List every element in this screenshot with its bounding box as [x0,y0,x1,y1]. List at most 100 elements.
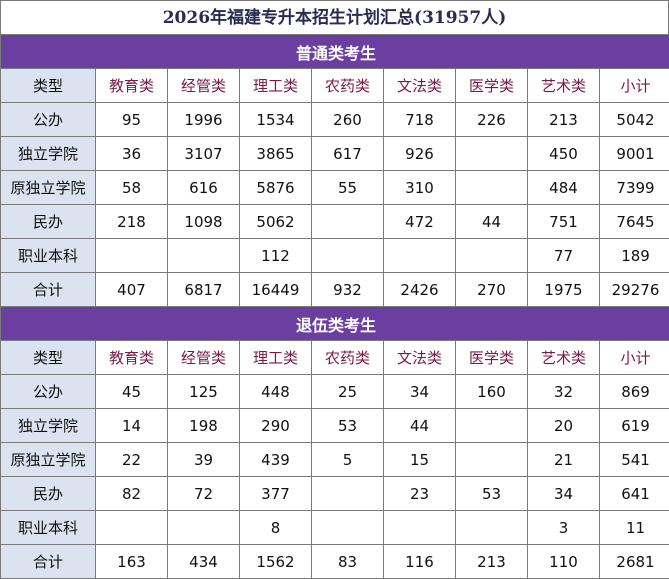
table-cell: 95 [95,102,168,137]
column-header: 理工类 [239,340,312,375]
column-header: 农药类 [311,340,384,375]
table-cell: 15 [383,442,456,477]
table-cell: 22 [95,442,168,477]
table-cell: 53 [311,408,384,443]
table-cell: 72 [167,476,240,511]
table-cell [383,510,456,545]
table-cell: 39 [167,442,240,477]
table-cell [455,510,528,545]
column-header: 类型 [0,68,96,103]
table-cell: 932 [311,272,384,307]
table-cell: 112 [239,238,312,273]
table-cell: 5062 [239,204,312,239]
table-cell: 77 [527,238,600,273]
column-header: 类型 [0,340,96,375]
table-cell: 11 [598,510,669,545]
table-cell [311,476,384,511]
column-header-row: 类型 教育类 经管类 理工类 农药类 文法类 医学类 艺术类 小计 [0,68,669,103]
column-header: 农药类 [311,68,384,103]
row-label: 合计 [0,544,96,579]
table-cell: 1562 [239,544,312,579]
table-row: 民办 218 1098 5062 472 44 751 7645 [0,204,669,239]
table-cell: 310 [383,170,456,205]
table-row: 合计 163 434 1562 83 116 213 110 2681 [0,544,669,579]
table-cell: 6817 [167,272,240,307]
table-cell: 1098 [167,204,240,239]
table-cell: 2681 [598,544,669,579]
table-row: 民办 82 72 377 23 53 34 641 [0,476,669,511]
column-header: 经管类 [167,68,240,103]
table-cell: 9001 [598,136,669,171]
table-cell: 377 [239,476,312,511]
table-cell: 484 [527,170,600,205]
table-cell: 58 [95,170,168,205]
column-header: 艺术类 [527,340,600,375]
table-cell: 619 [598,408,669,443]
table-cell: 21 [527,442,600,477]
column-header: 经管类 [167,340,240,375]
section-title: 退伍类考生 [0,306,669,341]
table-cell [383,238,456,273]
table-cell: 270 [455,272,528,307]
table-cell: 641 [598,476,669,511]
table-cell: 869 [598,374,669,409]
table-cell: 3865 [239,136,312,171]
table-cell: 23 [383,476,456,511]
table-cell: 926 [383,136,456,171]
table-cell [455,170,528,205]
column-header-row: 类型 教育类 经管类 理工类 农药类 文法类 医学类 艺术类 小计 [0,340,669,375]
table-cell: 36 [95,136,168,171]
table-cell: 260 [311,102,384,137]
table-cell: 29276 [598,272,669,307]
row-label: 合计 [0,272,96,307]
table-cell: 2426 [383,272,456,307]
row-label: 职业本科 [0,510,96,545]
table-row: 职业本科 112 77 189 [0,238,669,273]
table-cell: 110 [527,544,600,579]
table-cell: 616 [167,170,240,205]
table-cell: 32 [527,374,600,409]
table-cell [455,136,528,171]
table-cell: 198 [167,408,240,443]
table-cell: 125 [167,374,240,409]
table-cell [311,510,384,545]
table-cell: 160 [455,374,528,409]
table-cell: 226 [455,102,528,137]
column-header: 理工类 [239,68,312,103]
table-cell: 751 [527,204,600,239]
table-cell: 5876 [239,170,312,205]
table-cell: 20 [527,408,600,443]
table-row: 原独立学院 22 39 439 5 15 21 541 [0,442,669,477]
column-header: 小计 [598,68,669,103]
table-cell: 434 [167,544,240,579]
table-cell: 213 [455,544,528,579]
table-cell: 16449 [239,272,312,307]
table-cell: 8 [239,510,312,545]
table-cell: 44 [455,204,528,239]
table-row: 公办 95 1996 1534 260 718 226 213 5042 [0,102,669,137]
table-cell: 34 [527,476,600,511]
table-cell [311,238,384,273]
table-cell: 5042 [598,102,669,137]
column-header: 艺术类 [527,68,600,103]
table-cell: 3 [527,510,600,545]
table-cell: 189 [598,238,669,273]
table-row: 独立学院 14 198 290 53 44 20 619 [0,408,669,443]
table-cell [455,238,528,273]
row-label: 原独立学院 [0,442,96,477]
enrollment-table: 普通类考生 类型 教育类 经管类 理工类 农药类 文法类 医学类 艺术类 小计 公办 95 1996 15… [0,34,669,579]
table-cell: 213 [527,102,600,137]
table-cell [167,510,240,545]
table-cell: 718 [383,102,456,137]
column-header: 小计 [598,340,669,375]
table-cell [455,408,528,443]
table-cell: 1534 [239,102,312,137]
table-cell: 290 [239,408,312,443]
page-title: 2026年福建专升本招生计划汇总(31957人) [0,0,669,34]
table-cell [95,510,168,545]
table-row: 原独立学院 58 616 5876 55 310 484 7399 [0,170,669,205]
table-row: 合计 407 6817 16449 932 2426 270 1975 29276 [0,272,669,307]
table-cell: 83 [311,544,384,579]
table-cell [95,238,168,273]
table-cell: 53 [455,476,528,511]
